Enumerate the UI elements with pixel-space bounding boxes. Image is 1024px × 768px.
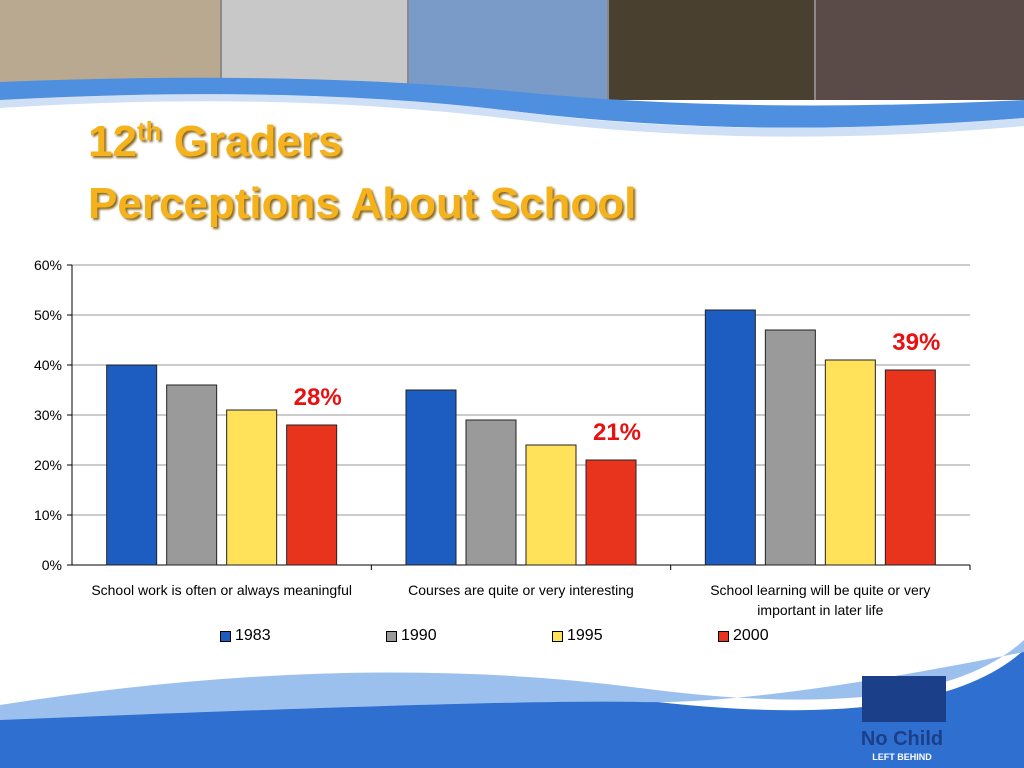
legend-swatch [220,630,231,642]
y-tick-label: 40% [34,357,62,373]
swoosh [0,77,1024,128]
value-label: 28% [294,384,342,411]
logo-mark [862,676,946,722]
title: 12th Graders [88,118,343,164]
legend-swatch [718,630,729,642]
legend-item: 1995 [552,627,603,645]
bar [106,364,158,566]
bar [884,369,936,566]
footer-swoosh [0,650,1024,768]
legend-label: 2000 [733,627,769,644]
legend-label: 1995 [567,627,603,644]
swoosh [0,94,1024,137]
legend-item: 2000 [718,627,769,645]
y-tick-label: 20% [34,457,62,473]
bar [525,444,577,566]
bar [286,424,338,566]
legend-item: 1983 [220,627,271,645]
title: Perceptions About School [88,179,637,228]
value-label: 39% [892,329,940,356]
y-tick-label: 60% [34,257,62,273]
bar [585,459,637,566]
y-tick-label: 0% [42,557,62,573]
legend-swatch [386,630,397,642]
bar [166,384,218,566]
legend-label: 1990 [401,627,437,644]
photo [816,0,1024,100]
y-tick-label: 30% [34,407,62,423]
photo [409,0,607,100]
x-tick-label: Courses are quite or very interesting [408,582,634,598]
footer-swoosh [0,640,1024,720]
title-text: Graders [173,117,343,166]
title-text: 12 [88,117,137,166]
legend-label: 1983 [235,627,271,644]
bar [764,329,816,566]
value-label: 21% [593,419,641,446]
bar [226,409,278,566]
title-sup: th [136,116,162,146]
logo-text: LEFT BEHIND [872,752,932,762]
logo-text: No Child [861,728,943,750]
bar [824,359,876,566]
legend-swatch [552,630,563,642]
bar [405,389,457,566]
x-tick-label: School work is often or always meaningfu… [91,582,352,598]
x-tick-label: School learning will be quite or very im… [710,582,931,618]
y-tick-label: 50% [34,307,62,323]
photo [609,0,814,100]
legend-item: 1990 [386,627,437,645]
bar [465,419,517,566]
y-tick-label: 10% [34,507,62,523]
bar [704,309,756,566]
